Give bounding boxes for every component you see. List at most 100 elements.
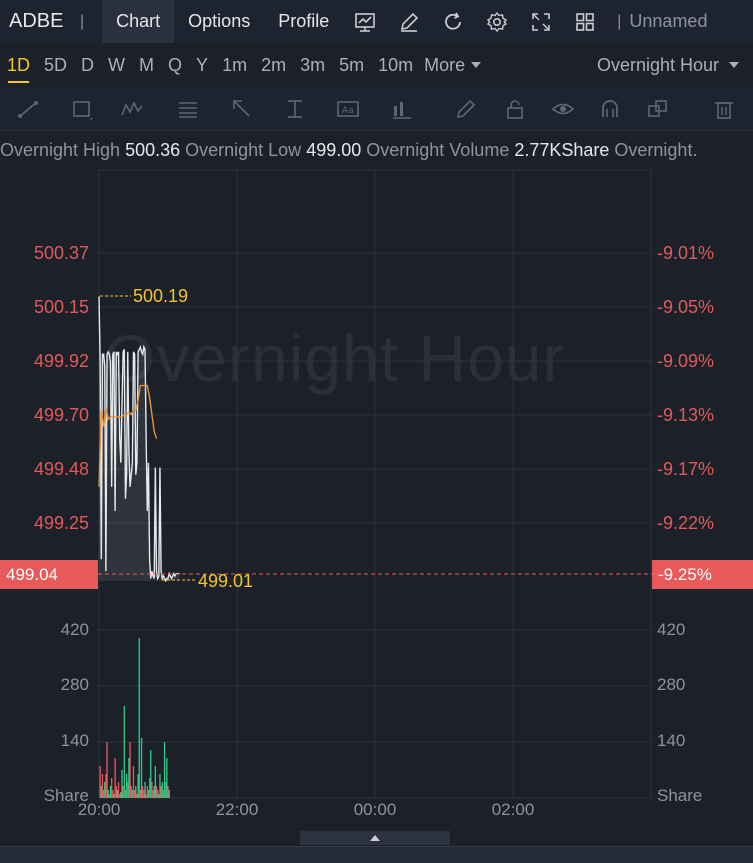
overnight-info-bar: Overnight High 500.36 Overnight Low 499.…	[0, 132, 753, 168]
time-tick: 02:00	[491, 800, 535, 819]
arrow-icon[interactable]	[230, 97, 254, 121]
period-1d[interactable]: 1D	[0, 43, 37, 87]
fullscreen-icon[interactable]	[530, 11, 552, 33]
percent-tick: -9.17%	[657, 459, 715, 479]
magnet-icon[interactable]	[598, 97, 622, 121]
volume-bar	[140, 738, 143, 798]
trash-icon[interactable]	[712, 97, 736, 121]
rectangle-icon[interactable]	[70, 97, 94, 121]
eye-icon[interactable]	[551, 97, 575, 121]
volume-bar	[112, 790, 114, 798]
lock-icon[interactable]	[503, 97, 527, 121]
chart-indicator-icon[interactable]	[354, 11, 376, 33]
volume-bar	[142, 786, 144, 798]
volume-unit: Share	[657, 786, 703, 805]
draw-pen-icon[interactable]	[398, 11, 420, 33]
measure-icon[interactable]	[390, 97, 414, 121]
period-q[interactable]: Q	[168, 54, 183, 75]
volume-bar	[102, 790, 105, 798]
overnight-volume-value: 2.77KShare	[514, 139, 610, 160]
layout-name[interactable]: Unnamed	[629, 11, 708, 31]
volume-tick: 140	[657, 731, 686, 750]
bottom-panel-strip	[0, 846, 753, 863]
percent-tick: -9.01%	[657, 243, 715, 263]
volume-bar	[136, 794, 138, 798]
volume-bar	[152, 790, 154, 798]
volume-tick: 280	[657, 675, 686, 694]
volume-bar	[104, 782, 106, 798]
volume-bar	[108, 794, 110, 798]
volume-bar	[109, 786, 112, 798]
session-label: Overnight Hour	[596, 54, 719, 75]
pattern-icon[interactable]	[120, 97, 144, 121]
period-y[interactable]: Y	[196, 54, 209, 75]
volume-bar	[119, 794, 121, 798]
chart-watermark: Overnight Hour	[104, 321, 566, 395]
layout-grid-icon[interactable]	[574, 11, 596, 33]
volume-bar	[125, 774, 128, 798]
volume-bar	[122, 786, 124, 798]
volume-bar	[148, 778, 151, 798]
volume-bar	[111, 778, 113, 798]
session-low-label: 499.01	[198, 571, 254, 591]
volume-bar	[99, 766, 101, 798]
pencil-icon[interactable]	[454, 97, 478, 121]
period-d[interactable]: D	[81, 54, 95, 75]
percent-tick: -9.13%	[657, 405, 715, 425]
more-periods-button[interactable]: More	[420, 54, 482, 76]
period-w[interactable]: W	[108, 54, 126, 75]
session-dropdown[interactable]: Overnight Hour	[597, 55, 739, 76]
volume-bar	[123, 706, 125, 798]
volume-bar	[147, 790, 150, 798]
tab-profile[interactable]: Profile	[278, 11, 330, 31]
price-range-icon[interactable]	[284, 97, 308, 121]
period-2m[interactable]: 2m	[261, 54, 287, 75]
volume-bar	[157, 790, 159, 798]
period-m[interactable]: M	[139, 54, 155, 75]
volume-bar	[159, 774, 161, 798]
volume-bar	[138, 638, 140, 798]
tab-chart[interactable]: Chart	[102, 0, 175, 43]
volume-tick: 420	[60, 620, 89, 639]
volume-bar	[153, 786, 155, 798]
volume-bar	[145, 794, 147, 798]
period-5m[interactable]: 5m	[339, 54, 365, 75]
price-tick: 499.25	[33, 513, 89, 533]
volume-bar	[135, 786, 137, 798]
period-10m[interactable]: 10m	[378, 54, 414, 75]
settings-gear-icon[interactable]	[486, 11, 508, 33]
period-5d[interactable]: 5D	[44, 54, 68, 75]
intraday-chart[interactable]	[0, 0, 753, 832]
price-tick: 500.15	[33, 297, 89, 317]
separator-2: |	[617, 12, 622, 30]
trend-line-icon[interactable]	[16, 97, 40, 121]
percent-tick: -9.22%	[657, 513, 715, 533]
volume-tick: 420	[657, 620, 686, 639]
volume-bar	[143, 790, 145, 798]
volume-bar	[127, 782, 129, 798]
volume-tick: 280	[60, 675, 89, 694]
volume-bar	[155, 786, 158, 798]
period-1m[interactable]: 1m	[222, 54, 248, 75]
volume-bar	[121, 770, 123, 798]
percent-tick: -9.09%	[657, 351, 715, 371]
volume-bar	[166, 758, 168, 798]
price-tick: 499.48	[33, 459, 89, 479]
refresh-icon[interactable]	[442, 11, 464, 33]
more-label: More	[424, 54, 466, 75]
period-3m[interactable]: 3m	[300, 54, 326, 75]
panel-expand-handle[interactable]	[300, 831, 450, 845]
overnight-low-label: Overnight Low	[185, 139, 302, 160]
svg-text:Aa: Aa	[342, 106, 354, 116]
copy-icon[interactable]	[646, 97, 670, 121]
overnight-more-label: Overnight.	[614, 139, 698, 160]
text-annotation-icon[interactable]: Aa	[336, 97, 360, 121]
chevron-down-icon	[471, 62, 482, 68]
volume-bar	[107, 790, 109, 798]
fib-lines-icon[interactable]	[176, 97, 200, 121]
volume-bar	[124, 790, 127, 798]
tab-options[interactable]: Options	[188, 11, 251, 31]
price-tick: 499.70	[33, 405, 89, 425]
top-bar: ADBE | Chart Options Profile | Unnamed	[0, 0, 753, 43]
volume-tick: 140	[60, 731, 89, 750]
